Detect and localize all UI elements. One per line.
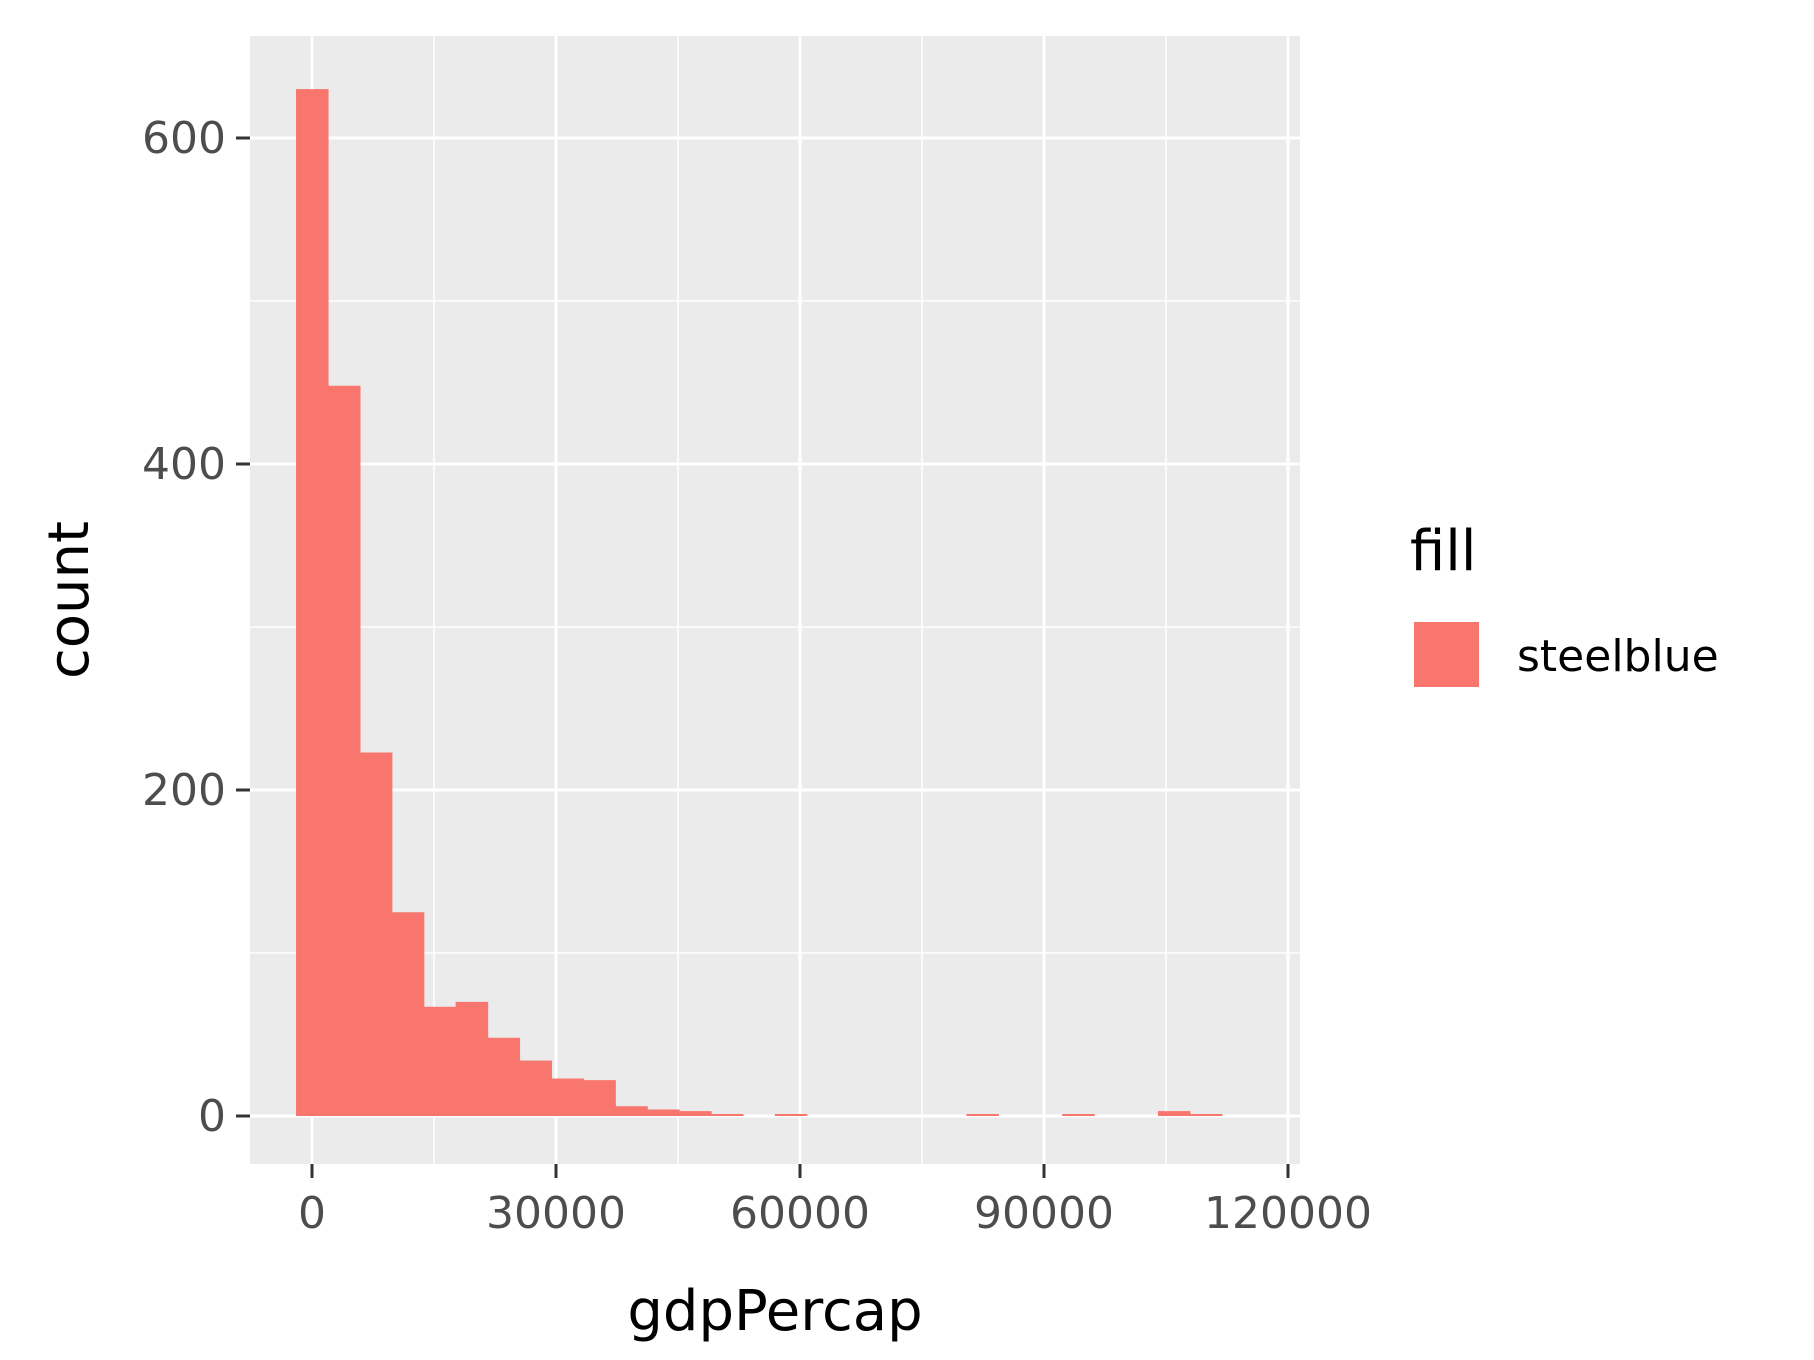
x-axis: 0 30000 60000 90000 120000: [298, 1164, 1372, 1239]
y-axis: 0 200 400 600: [142, 113, 250, 1142]
histogram-bar: [711, 1114, 744, 1116]
histogram-bar: [1062, 1114, 1095, 1116]
x-tick-label: 60000: [730, 1188, 870, 1239]
x-tick-label: 90000: [974, 1188, 1114, 1239]
minor-gridlines: [250, 36, 1300, 1164]
y-tick-label: 0: [198, 1091, 226, 1142]
histogram-bar: [647, 1109, 680, 1116]
histogram-bar: [359, 752, 393, 1116]
x-tick-label: 30000: [486, 1188, 626, 1239]
legend-title: fill: [1410, 519, 1476, 584]
histogram-bars: [296, 89, 1223, 1117]
legend-key-swatch: [1412, 620, 1481, 689]
histogram-bar: [966, 1114, 999, 1116]
histogram-bar: [423, 1006, 457, 1116]
histogram-bar: [455, 1001, 489, 1116]
legend-label-steelblue: steelblue: [1517, 631, 1719, 682]
histogram-bar: [391, 912, 425, 1116]
histogram-bar: [615, 1106, 648, 1116]
histogram-bar: [583, 1080, 616, 1116]
y-tick-label: 200: [142, 765, 226, 816]
y-tick-label: 600: [142, 113, 226, 164]
histogram-bar: [1157, 1111, 1191, 1116]
histogram-bar: [774, 1114, 808, 1116]
legend: fill steelblue: [1410, 519, 1719, 689]
histogram-bar: [487, 1037, 521, 1116]
x-axis-title: gdpPercap: [627, 1279, 922, 1344]
x-tick-label: 120000: [1204, 1188, 1372, 1239]
histogram-bar: [519, 1060, 553, 1116]
histogram-bar: [1189, 1114, 1223, 1116]
y-tick-label: 400: [142, 439, 226, 490]
histogram-bar: [296, 89, 329, 1117]
panel-background: [250, 36, 1300, 1164]
histogram-bar: [551, 1078, 584, 1116]
x-tick-label: 0: [298, 1188, 326, 1239]
histogram-bar: [679, 1111, 712, 1116]
histogram-bar: [327, 385, 361, 1116]
y-axis-title: count: [37, 521, 102, 679]
